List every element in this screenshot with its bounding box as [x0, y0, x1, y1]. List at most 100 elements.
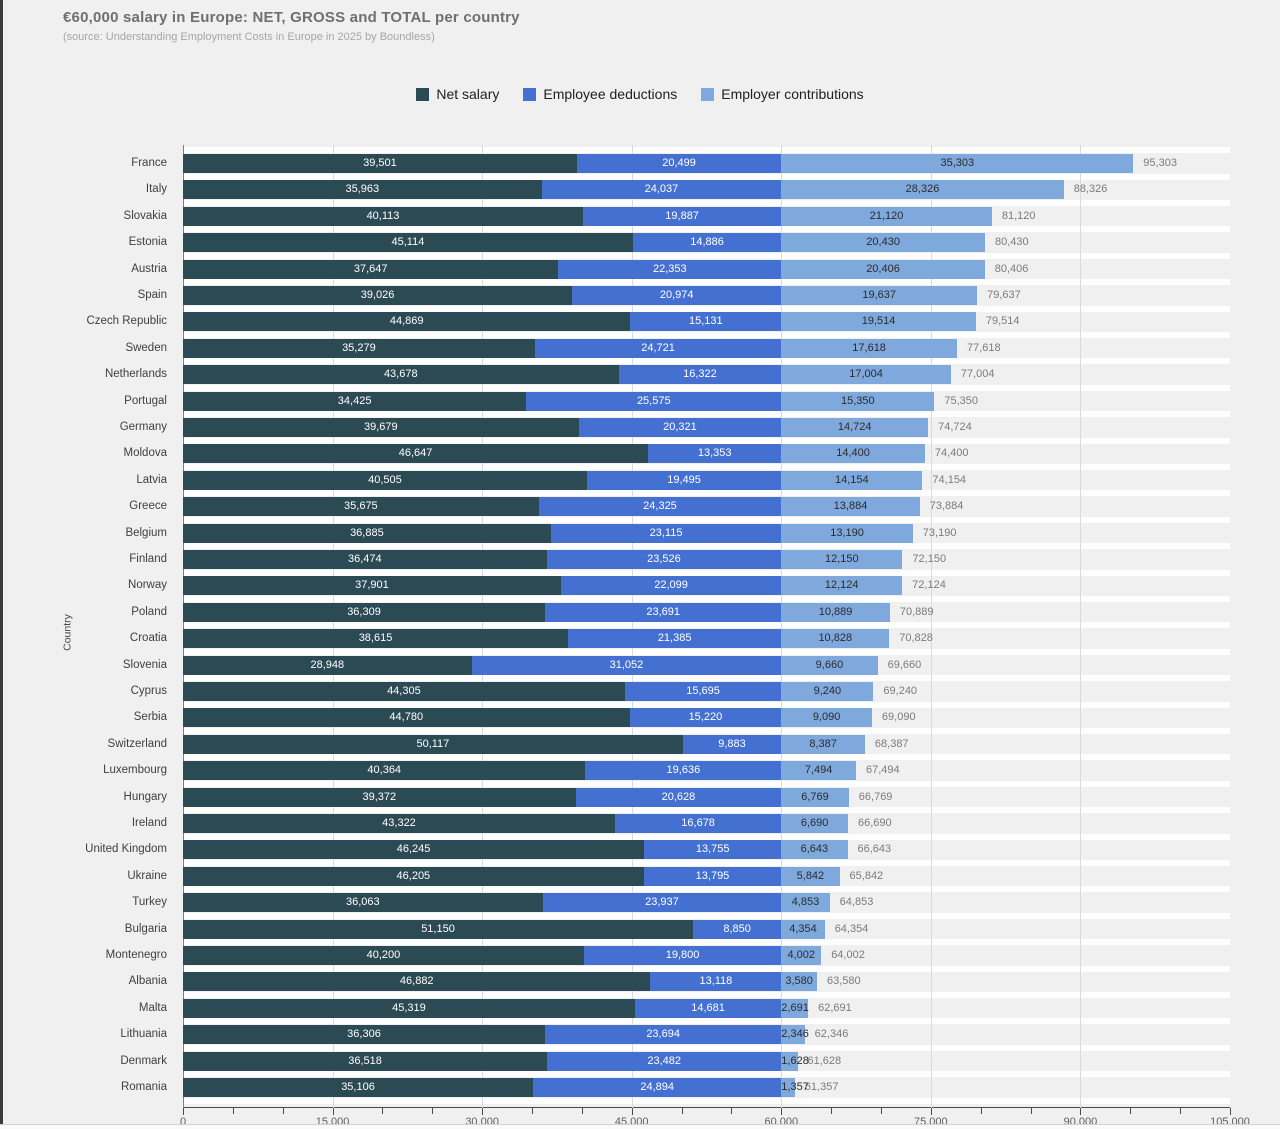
bar-segment-employee[interactable]: 19,887: [582, 206, 782, 226]
bar-segment-employee[interactable]: 19,495: [586, 470, 782, 490]
bar-segment-employee[interactable]: 23,937: [542, 893, 782, 913]
bar-segment-net[interactable]: 28,948: [183, 655, 472, 675]
bar-segment-employee[interactable]: 13,795: [643, 866, 782, 886]
bar-segment-employer[interactable]: 2,346: [781, 1025, 809, 1045]
bar-segment-employee[interactable]: 15,131: [630, 312, 782, 332]
bar-segment-employee[interactable]: 16,678: [614, 814, 782, 833]
bar-segment-net[interactable]: 40,113: [183, 206, 583, 226]
bar-segment-net[interactable]: 35,106: [183, 1078, 534, 1097]
bar-segment-employer[interactable]: 13,190: [781, 523, 913, 543]
bar-segment-net[interactable]: 36,309: [183, 602, 546, 622]
bar-segment-employee[interactable]: 21,385: [568, 629, 782, 649]
bar-segment-employer[interactable]: 17,004: [781, 365, 951, 385]
bar-segment-net[interactable]: 44,869: [183, 312, 631, 332]
bar-segment-net[interactable]: 51,150: [183, 919, 694, 939]
bar-segment-employee[interactable]: 31,052: [471, 655, 782, 675]
bar-segment-employer[interactable]: 12,124: [781, 576, 903, 596]
bar-segment-employee[interactable]: 19,800: [583, 946, 782, 965]
bar-segment-net[interactable]: 45,319: [183, 998, 635, 1018]
bar-segment-employee[interactable]: 13,118: [650, 972, 782, 992]
bar-segment-net[interactable]: 35,963: [183, 180, 542, 200]
bar-segment-employee[interactable]: 24,721: [534, 338, 782, 358]
bar-segment-employer[interactable]: 20,406: [781, 259, 985, 279]
bar-segment-employer[interactable]: 10,889: [781, 602, 890, 622]
bar-segment-net[interactable]: 46,245: [183, 840, 645, 860]
bar-segment-employee[interactable]: 14,886: [632, 233, 782, 253]
bar-segment-net[interactable]: 50,117: [183, 734, 683, 754]
bar-segment-employer[interactable]: 9,090: [781, 708, 872, 728]
bar-segment-net[interactable]: 36,063: [183, 893, 543, 913]
bar-segment-net[interactable]: 36,306: [183, 1025, 546, 1045]
bar-segment-employer[interactable]: 12,150: [781, 550, 903, 569]
bar-segment-employer[interactable]: 14,724: [781, 418, 929, 437]
bar-segment-net[interactable]: 36,885: [183, 523, 551, 543]
bar-segment-employee[interactable]: 16,322: [618, 365, 782, 385]
bar-segment-employer[interactable]: 6,690: [781, 814, 848, 833]
bar-segment-employer[interactable]: 6,643: [781, 840, 848, 860]
bar-segment-net[interactable]: 35,675: [183, 497, 539, 517]
bar-segment-employee[interactable]: 15,220: [629, 708, 782, 728]
bar-segment-net[interactable]: 40,505: [183, 470, 587, 490]
bar-segment-net[interactable]: 43,678: [183, 365, 619, 385]
bar-segment-employee[interactable]: 25,575: [526, 391, 782, 411]
bar-segment-employer[interactable]: 19,637: [781, 286, 978, 305]
bar-segment-employer[interactable]: 28,326: [781, 180, 1064, 200]
bar-segment-employer[interactable]: 10,828: [781, 629, 890, 649]
bar-segment-employer[interactable]: 9,240: [781, 682, 874, 701]
bar-segment-employer[interactable]: 13,884: [781, 497, 920, 517]
bar-segment-employer[interactable]: 14,400: [781, 444, 925, 464]
bar-segment-net[interactable]: 34,425: [183, 391, 527, 411]
bar-segment-employee[interactable]: 20,628: [575, 787, 782, 807]
bar-segment-employer[interactable]: 14,154: [781, 470, 923, 490]
bar-segment-net[interactable]: 45,114: [183, 233, 633, 253]
bar-segment-employee[interactable]: 13,353: [648, 444, 782, 464]
bar-segment-employer[interactable]: 1,628: [781, 1051, 809, 1071]
bar-segment-employee[interactable]: 24,037: [541, 180, 782, 200]
bar-segment-net[interactable]: 39,501: [183, 154, 577, 173]
bar-segment-net[interactable]: 39,679: [183, 418, 579, 437]
bar-segment-employee[interactable]: 23,482: [547, 1051, 782, 1071]
bar-segment-employee[interactable]: 23,526: [546, 550, 782, 569]
bar-segment-employer[interactable]: 20,430: [781, 233, 985, 253]
bar-segment-employer[interactable]: 17,618: [781, 338, 957, 358]
bar-segment-employer[interactable]: 6,769: [781, 787, 849, 807]
bar-segment-employer[interactable]: 7,494: [781, 761, 856, 781]
bar-segment-net[interactable]: 37,647: [183, 259, 559, 279]
bar-segment-employer[interactable]: 5,842: [781, 866, 840, 886]
bar-segment-employer[interactable]: 4,354: [781, 919, 825, 939]
bar-segment-employee[interactable]: 20,974: [572, 286, 782, 305]
bar-segment-employee[interactable]: 22,099: [560, 576, 782, 596]
bar-segment-employee[interactable]: 23,694: [545, 1025, 782, 1045]
bar-segment-employer[interactable]: 4,853: [781, 893, 830, 913]
bar-segment-net[interactable]: 44,305: [183, 682, 625, 701]
bar-segment-net[interactable]: 46,647: [183, 444, 649, 464]
bar-segment-employee[interactable]: 24,325: [538, 497, 782, 517]
bar-segment-employer[interactable]: 8,387: [781, 734, 865, 754]
bar-segment-employee[interactable]: 20,321: [578, 418, 782, 437]
bar-segment-employee[interactable]: 14,681: [634, 998, 782, 1018]
bar-segment-net[interactable]: 35,279: [183, 338, 535, 358]
bar-segment-net[interactable]: 39,372: [183, 787, 576, 807]
bar-segment-employee[interactable]: 8,850: [693, 919, 782, 939]
bar-segment-employer[interactable]: 1,357: [781, 1078, 809, 1097]
bar-segment-net[interactable]: 46,205: [183, 866, 644, 886]
bar-segment-employer[interactable]: 4,002: [781, 946, 822, 965]
bar-segment-net[interactable]: 37,901: [183, 576, 561, 596]
bar-segment-employer[interactable]: 2,691: [781, 998, 809, 1018]
bar-segment-employee[interactable]: 23,115: [550, 523, 782, 543]
bar-segment-employee[interactable]: 23,691: [545, 602, 782, 622]
bar-segment-employer[interactable]: 21,120: [781, 206, 992, 226]
bar-segment-employee[interactable]: 24,894: [533, 1078, 782, 1097]
bar-segment-net[interactable]: 44,780: [183, 708, 630, 728]
bar-segment-net[interactable]: 39,026: [183, 286, 573, 305]
bar-segment-employer[interactable]: 15,350: [781, 391, 935, 411]
bar-segment-employer[interactable]: 35,303: [781, 154, 1134, 173]
bar-segment-employee[interactable]: 15,695: [624, 682, 782, 701]
bar-segment-employee[interactable]: 13,755: [644, 840, 782, 860]
bar-segment-employer[interactable]: 3,580: [781, 972, 817, 992]
bar-segment-employee[interactable]: 20,499: [576, 154, 782, 173]
bar-segment-net[interactable]: 40,364: [183, 761, 586, 781]
bar-segment-net[interactable]: 36,518: [183, 1051, 548, 1071]
bar-segment-employee[interactable]: 9,883: [682, 734, 782, 754]
bar-segment-net[interactable]: 43,322: [183, 814, 615, 833]
